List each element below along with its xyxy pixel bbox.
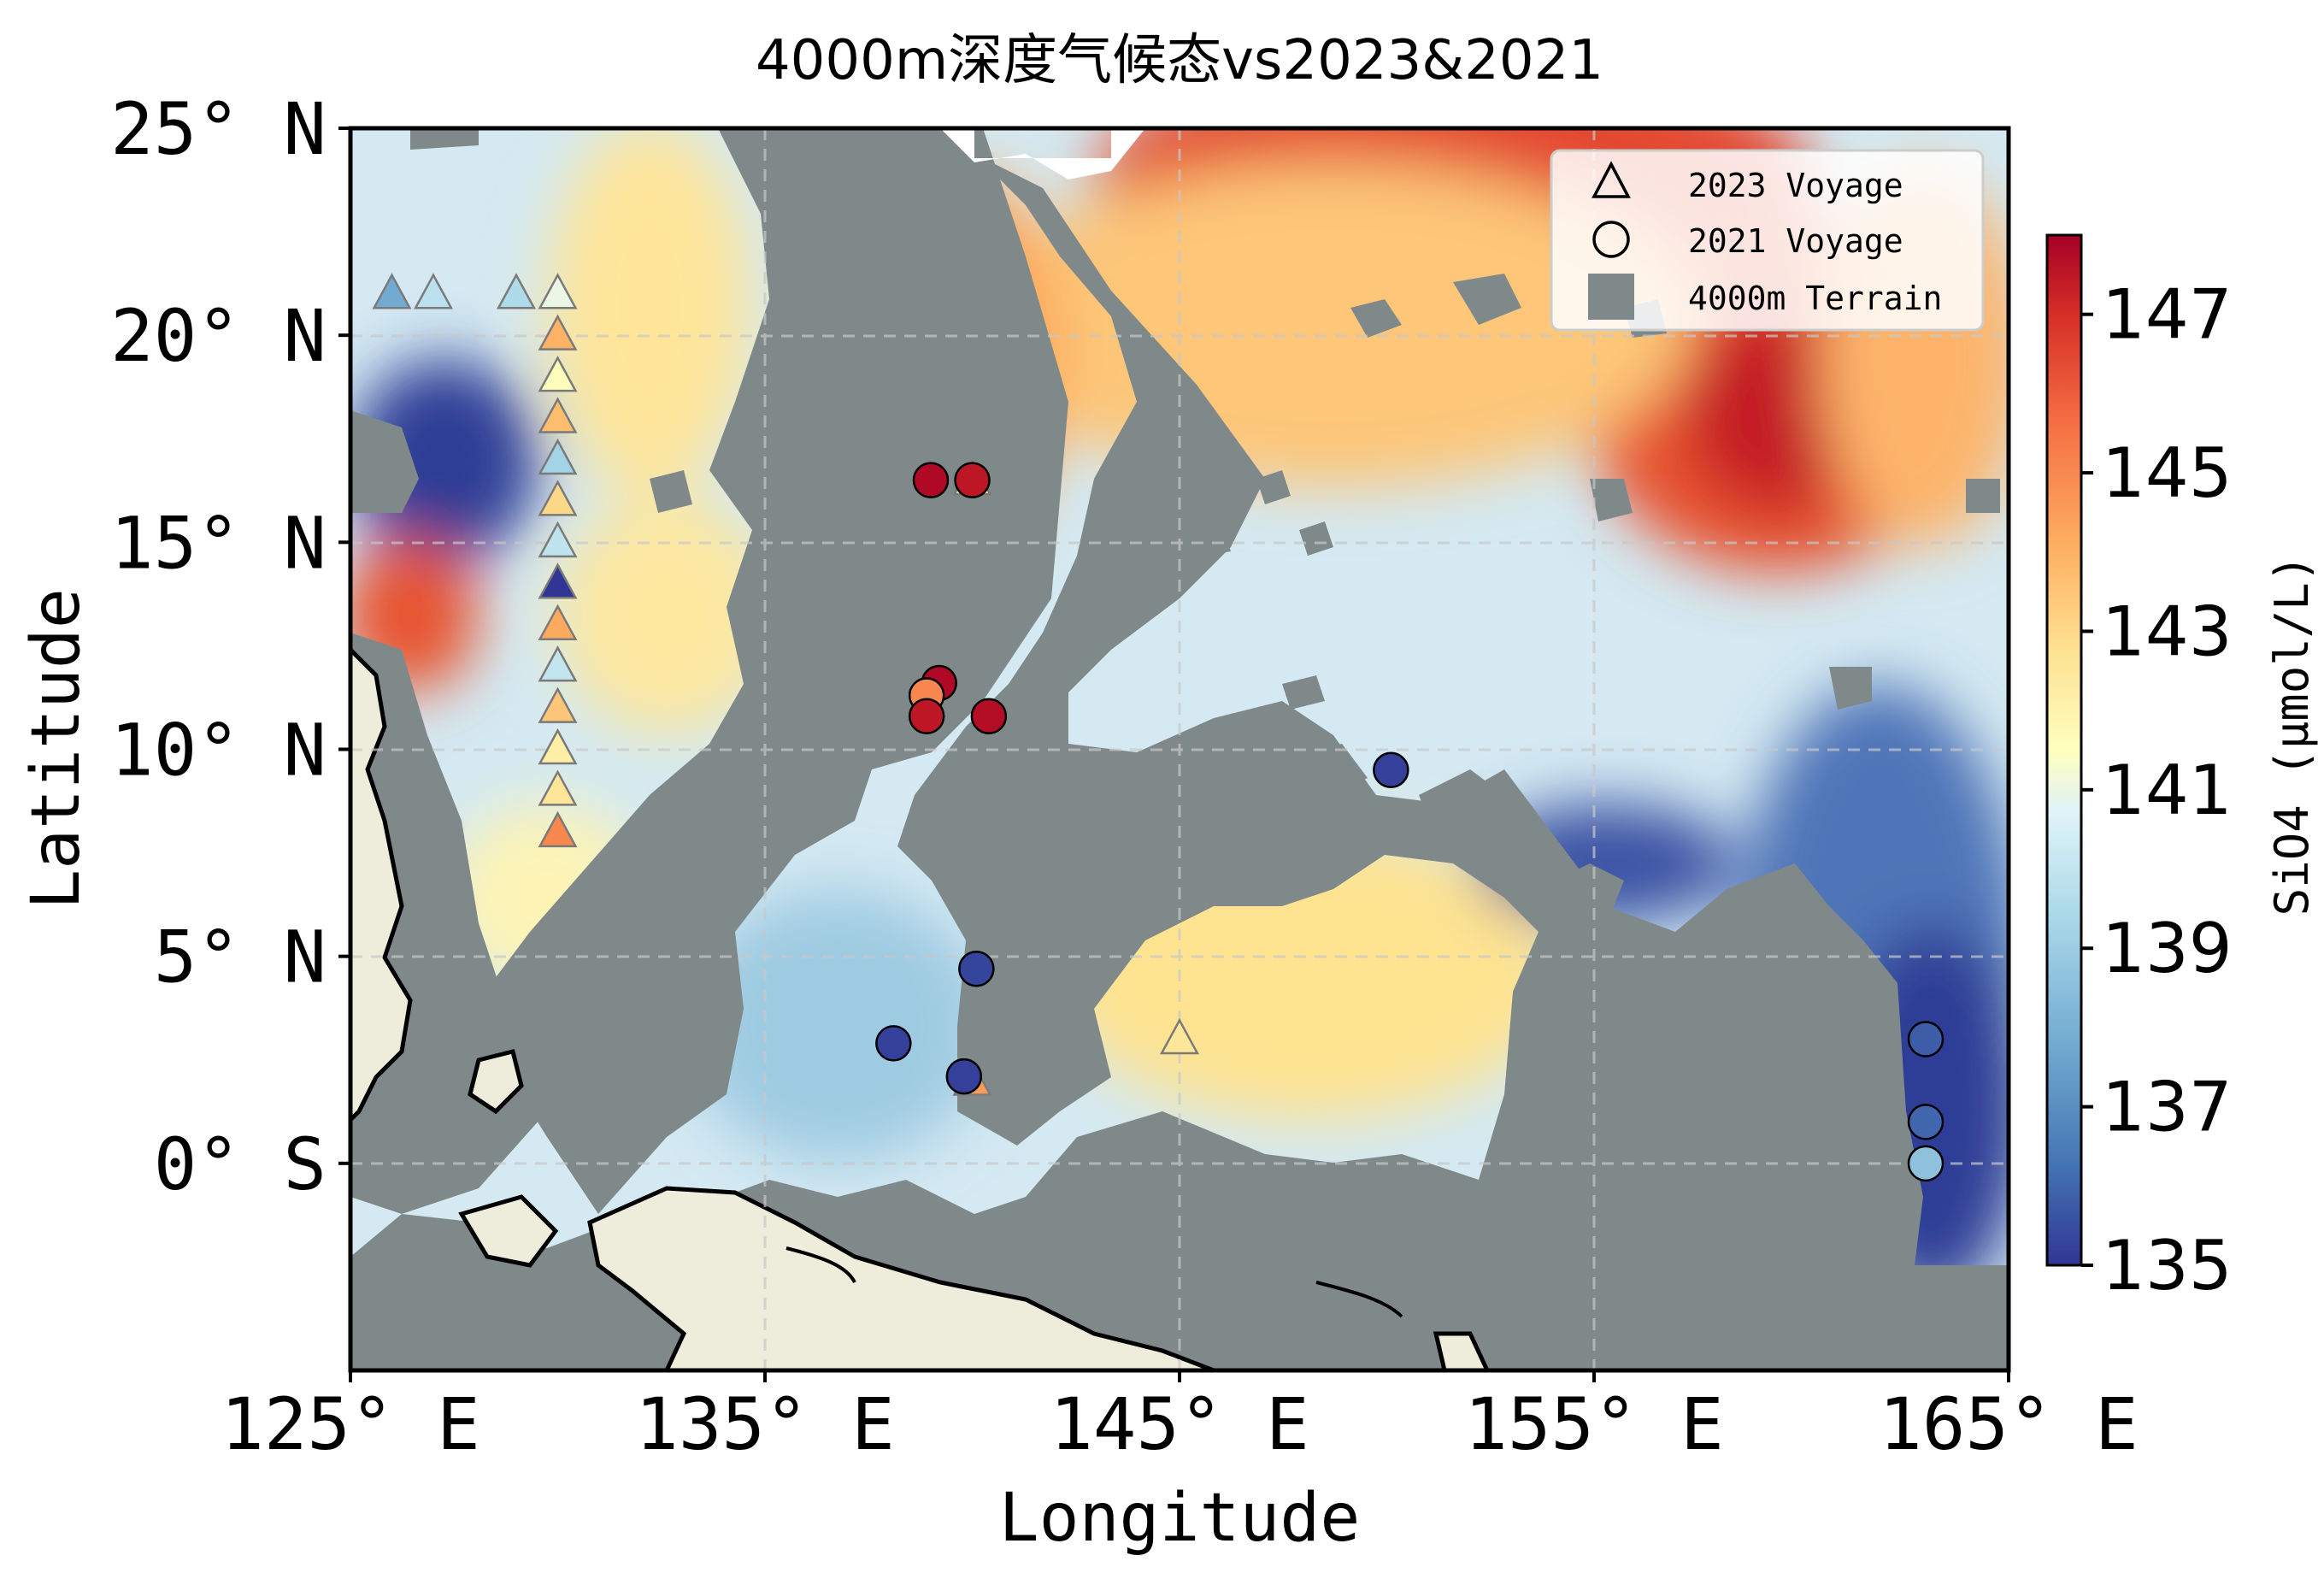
colorbar-tick-label: 135	[2102, 1226, 2233, 1305]
colorbar-tick-label: 137	[2102, 1068, 2233, 1147]
circle-marker-2021	[1373, 751, 1409, 788]
circle-marker-2021	[908, 698, 945, 735]
circle-marker-2021	[1907, 1021, 1945, 1058]
y-tick-label: 15° N	[110, 501, 327, 585]
colorbar-tick-label: 141	[2102, 751, 2233, 830]
legend-terrain-swatch	[1588, 274, 1634, 320]
triangle-marker-2023	[1159, 1017, 1200, 1055]
legend-box	[1550, 149, 1985, 332]
x-tick-label: 165° E	[1879, 1382, 2138, 1466]
circle-marker-2021	[958, 950, 995, 987]
legend-circle-marker	[1592, 221, 1630, 258]
triangle-marker-2023	[496, 273, 537, 309]
triangle-marker-2023	[538, 438, 578, 475]
no-data-mask	[350, 128, 1145, 180]
y-tick-label: 25° N	[110, 87, 327, 171]
triangle-marker-2023	[538, 355, 578, 392]
gridlines	[350, 128, 2009, 1370]
triangle-marker-2023	[538, 604, 578, 640]
colorbar-tick-label: 143	[2102, 592, 2233, 671]
triangle-marker-2023	[372, 273, 412, 309]
y-tick-label: 0° S	[154, 1122, 327, 1206]
legend: 2023 Voyage 2021 Voyage 4000m Terrain	[1550, 149, 1985, 332]
legend-triangle-marker	[1591, 161, 1631, 198]
triangle-marker-2023	[538, 397, 578, 433]
triangle-marker-2023	[538, 480, 578, 516]
x-tick-label: 155° E	[1464, 1382, 1723, 1466]
circle-marker-2021	[945, 1058, 983, 1095]
circle-marker-2021	[1907, 1104, 1945, 1140]
triangle-marker-2023	[538, 273, 578, 309]
circle-marker-2021	[954, 462, 991, 498]
triangle-marker-2023	[538, 686, 578, 723]
y-axis-ticks: 25° N 20° N 15° N 10° N 5° N 0° S	[110, 87, 350, 1206]
x-tick-label: 145° E	[1050, 1382, 1309, 1466]
x-axis-label: Longitude	[999, 1480, 1361, 1557]
colorbar: 135 137 139 141 143 145 147 SiO4 (μmol/L)	[2045, 233, 2319, 1305]
coastline-details	[785, 1246, 1403, 1318]
chart-title: 4000m深度气候态vs2023&2021	[756, 29, 1603, 92]
x-tick-label: 125° E	[221, 1382, 480, 1466]
colorbar-label: SiO4 (μmol/L)	[2265, 555, 2319, 916]
triangle-marker-2023	[538, 810, 578, 848]
colorbar-tick-label: 139	[2102, 909, 2233, 988]
colorbar-tick-label: 145	[2102, 433, 2233, 513]
triangle-marker-2023	[538, 314, 578, 351]
terrain-4000m	[350, 128, 2009, 1370]
colorbar-gradient	[2045, 233, 2083, 1267]
x-axis-ticks: 125° E 135° E 145° E 155° E 165° E	[221, 1370, 2139, 1466]
legend-label-2021: 2021 Voyage	[1688, 222, 1903, 260]
triangle-marker-2023	[538, 563, 578, 599]
y-tick-label: 20° N	[110, 294, 327, 378]
y-tick-label: 5° N	[154, 916, 327, 999]
legend-label-terrain: 4000m Terrain	[1688, 280, 1942, 317]
x-tick-label: 135° E	[635, 1382, 894, 1466]
triangle-marker-2023	[538, 728, 578, 765]
land	[350, 646, 1490, 1370]
triangle-marker-2023	[413, 273, 454, 309]
y-tick-label: 10° N	[110, 709, 327, 792]
circle-marker-2021	[1907, 1145, 1945, 1182]
circle-marker-2021	[970, 698, 1008, 735]
y-axis-label: Latitude	[18, 588, 95, 910]
colorbar-tick-label: 147	[2102, 275, 2233, 355]
circle-marker-2021	[912, 462, 950, 498]
circle-marker-2021	[875, 1025, 912, 1062]
legend-label-2023: 2023 Voyage	[1688, 167, 1903, 204]
colorbar-ticks: 135 137 139 141 143 145 147	[2081, 275, 2233, 1305]
triangle-marker-2023	[538, 769, 578, 806]
triangle-marker-2023	[538, 645, 578, 682]
station-markers	[372, 273, 1945, 1182]
triangle-marker-2023	[538, 521, 578, 558]
